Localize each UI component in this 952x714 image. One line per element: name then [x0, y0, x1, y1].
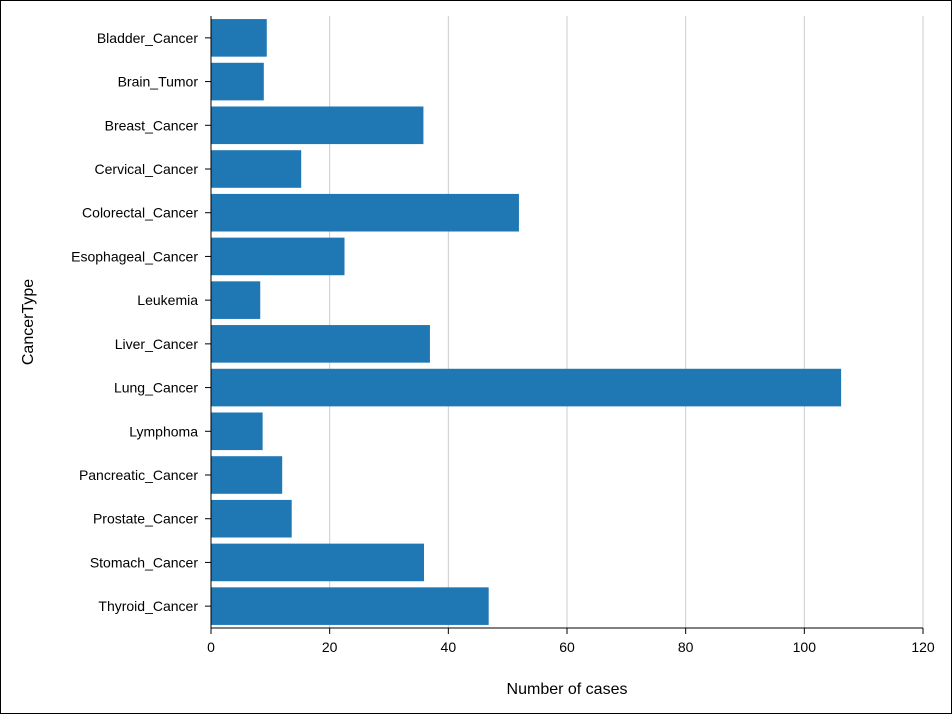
bar [211, 19, 267, 57]
y-tick-label: Cervical_Cancer [95, 161, 199, 177]
y-tick-label: Colorectal_Cancer [82, 205, 198, 221]
y-tick-label: Leukemia [137, 292, 198, 308]
bar [211, 499, 292, 538]
x-tick-label: 20 [322, 639, 338, 655]
x-tick-label: 40 [441, 639, 457, 655]
bar [211, 543, 425, 582]
y-tick-label: Lung_Cancer [114, 380, 198, 396]
x-tick-label: 120 [911, 639, 935, 655]
bar [211, 325, 430, 363]
y-tick-label: Pancreatic_Cancer [79, 467, 198, 483]
labels-layer: 0 20 40 60 80 100 120 Bladder_Cancer Brain_Tumor… [71, 30, 935, 655]
y-tick-label: Liver_Cancer [115, 336, 199, 352]
y-tick-label: Thyroid_Cancer [98, 598, 198, 614]
y-axis-title: CancerType [20, 279, 37, 365]
bar [211, 587, 489, 625]
bar [211, 106, 424, 145]
y-tick-label: Stomach_Cancer [90, 554, 199, 570]
x-tick-label: 100 [793, 639, 817, 655]
x-tick-label: 60 [559, 639, 575, 655]
bar [211, 412, 263, 451]
grid-layer [329, 16, 924, 628]
y-tick-label: Esophageal_Cancer [71, 248, 198, 264]
x-tick-label: 80 [678, 639, 694, 655]
axes-layer [205, 16, 924, 634]
bars-layer [211, 19, 842, 625]
y-tick-label: Brain_Tumor [118, 74, 199, 90]
bar [211, 281, 261, 319]
bar [211, 150, 302, 188]
y-tick-label: Lymphoma [129, 423, 198, 439]
bar [211, 62, 264, 101]
bar [211, 456, 283, 494]
bar [211, 237, 345, 276]
x-tick-label: 0 [207, 639, 215, 655]
y-tick-label: Prostate_Cancer [93, 511, 198, 527]
x-axis-title: Number of cases [507, 681, 628, 698]
y-tick-label: Bladder_Cancer [97, 30, 199, 46]
y-tick-label: Breast_Cancer [105, 117, 199, 133]
bar [211, 193, 519, 232]
bar [211, 368, 842, 407]
